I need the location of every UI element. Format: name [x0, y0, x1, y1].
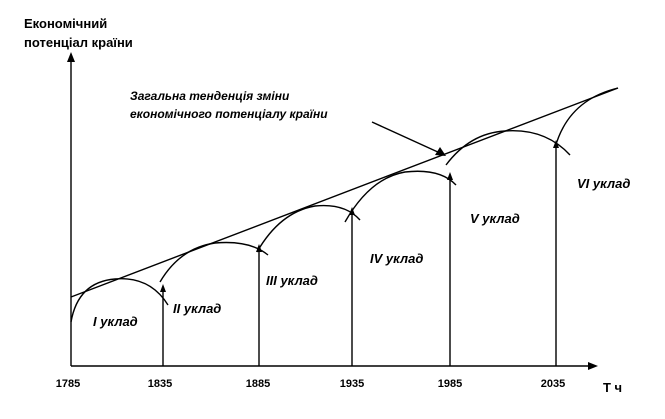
x-tick-1935: 1935 — [340, 378, 364, 390]
wave-6-curve — [554, 87, 619, 149]
axes — [67, 52, 598, 370]
x-tick-2035: 2035 — [541, 378, 565, 390]
order-label-6: VI уклад — [577, 176, 630, 191]
y-axis-title-line-2: потенціал країни — [24, 35, 133, 50]
x-tick-1885: 1885 — [246, 378, 270, 390]
x-axis-arrow-icon — [588, 362, 598, 370]
wave-1-curve — [70, 278, 169, 323]
x-tick-1985: 1985 — [438, 378, 462, 390]
wave-3-curve — [256, 204, 361, 253]
wave-2-curve — [159, 241, 269, 283]
x-tick-labels: 1785 1835 1885 1935 1985 2035 — [56, 378, 565, 390]
trend-note-line-1: Загальна тенденція зміни — [130, 89, 290, 103]
wave-6 — [554, 87, 619, 149]
wave-4-curve — [344, 170, 457, 223]
wave-5 — [445, 130, 571, 366]
order-label-4: IV уклад — [370, 251, 423, 266]
wave-1-arrow-icon — [160, 284, 166, 292]
wave-4-arrow-icon — [447, 172, 453, 180]
wave-1 — [70, 278, 169, 366]
trend-note-arrow-icon — [435, 147, 446, 156]
x-tick-1835: 1835 — [148, 378, 172, 390]
wave-5-curve — [445, 130, 571, 166]
order-label-5: V уклад — [470, 211, 520, 226]
wave-4 — [344, 170, 457, 366]
y-axis-title-line-1: Економічний — [24, 16, 107, 31]
x-tick-1785: 1785 — [56, 378, 80, 390]
x-axis-symbol: T ч — [603, 380, 622, 395]
trend-note-pointer — [371, 121, 441, 154]
y-axis-arrow-icon — [67, 52, 75, 62]
trend-line — [70, 87, 619, 298]
order-label-1: I уклад — [93, 314, 138, 329]
order-label-2: II уклад — [173, 301, 221, 316]
trend-note-line-2: економічного потенціалу країни — [130, 107, 328, 121]
order-label-3: III уклад — [266, 273, 318, 288]
